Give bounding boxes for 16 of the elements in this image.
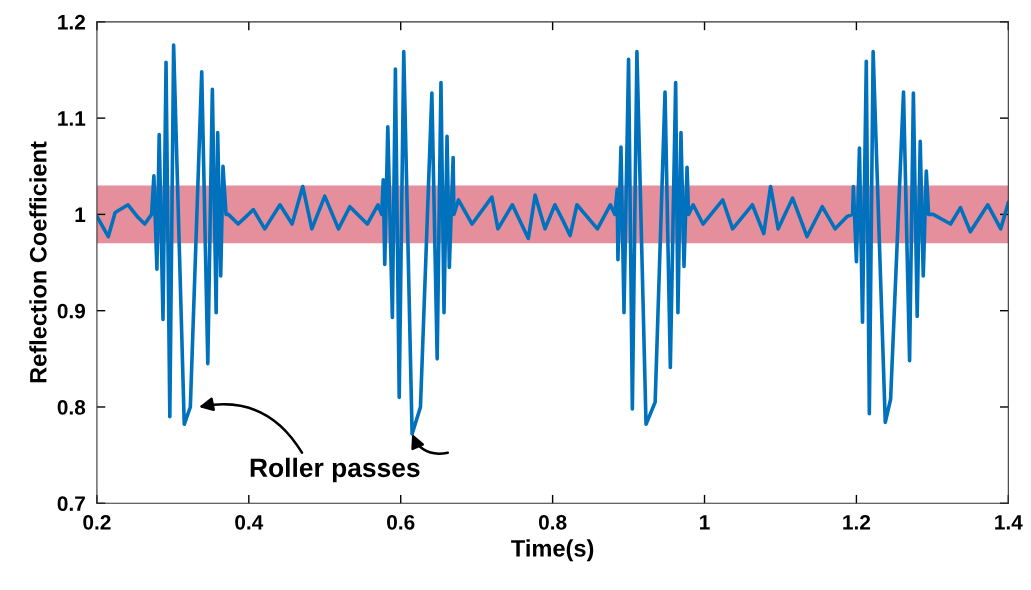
y-tick-label: 1.2 [58, 14, 85, 30]
x-tick-label: 0.2 [83, 514, 111, 530]
x-tick-label: 1.4 [995, 515, 1023, 530]
y-tick-label: 0.8 [57, 399, 86, 415]
y-tick-label: 1 [75, 207, 86, 222]
y-tick-label: 0.7 [57, 496, 85, 512]
x-tick-label: 0.6 [387, 514, 415, 530]
x-tick-label: 1 [700, 515, 710, 530]
x-tick-label: 0.8 [538, 514, 567, 530]
y-tick-label: 0.9 [57, 303, 86, 319]
annotation: Roller passes [250, 457, 420, 483]
y-tick-label: 1.1 [58, 111, 86, 126]
y-axis-title: Reflection Coefficient [29, 141, 47, 383]
x-axis-title: Time(s) [511, 539, 594, 562]
x-tick-label: 1.2 [843, 514, 871, 530]
x-tick-label: 0.4 [235, 514, 264, 530]
